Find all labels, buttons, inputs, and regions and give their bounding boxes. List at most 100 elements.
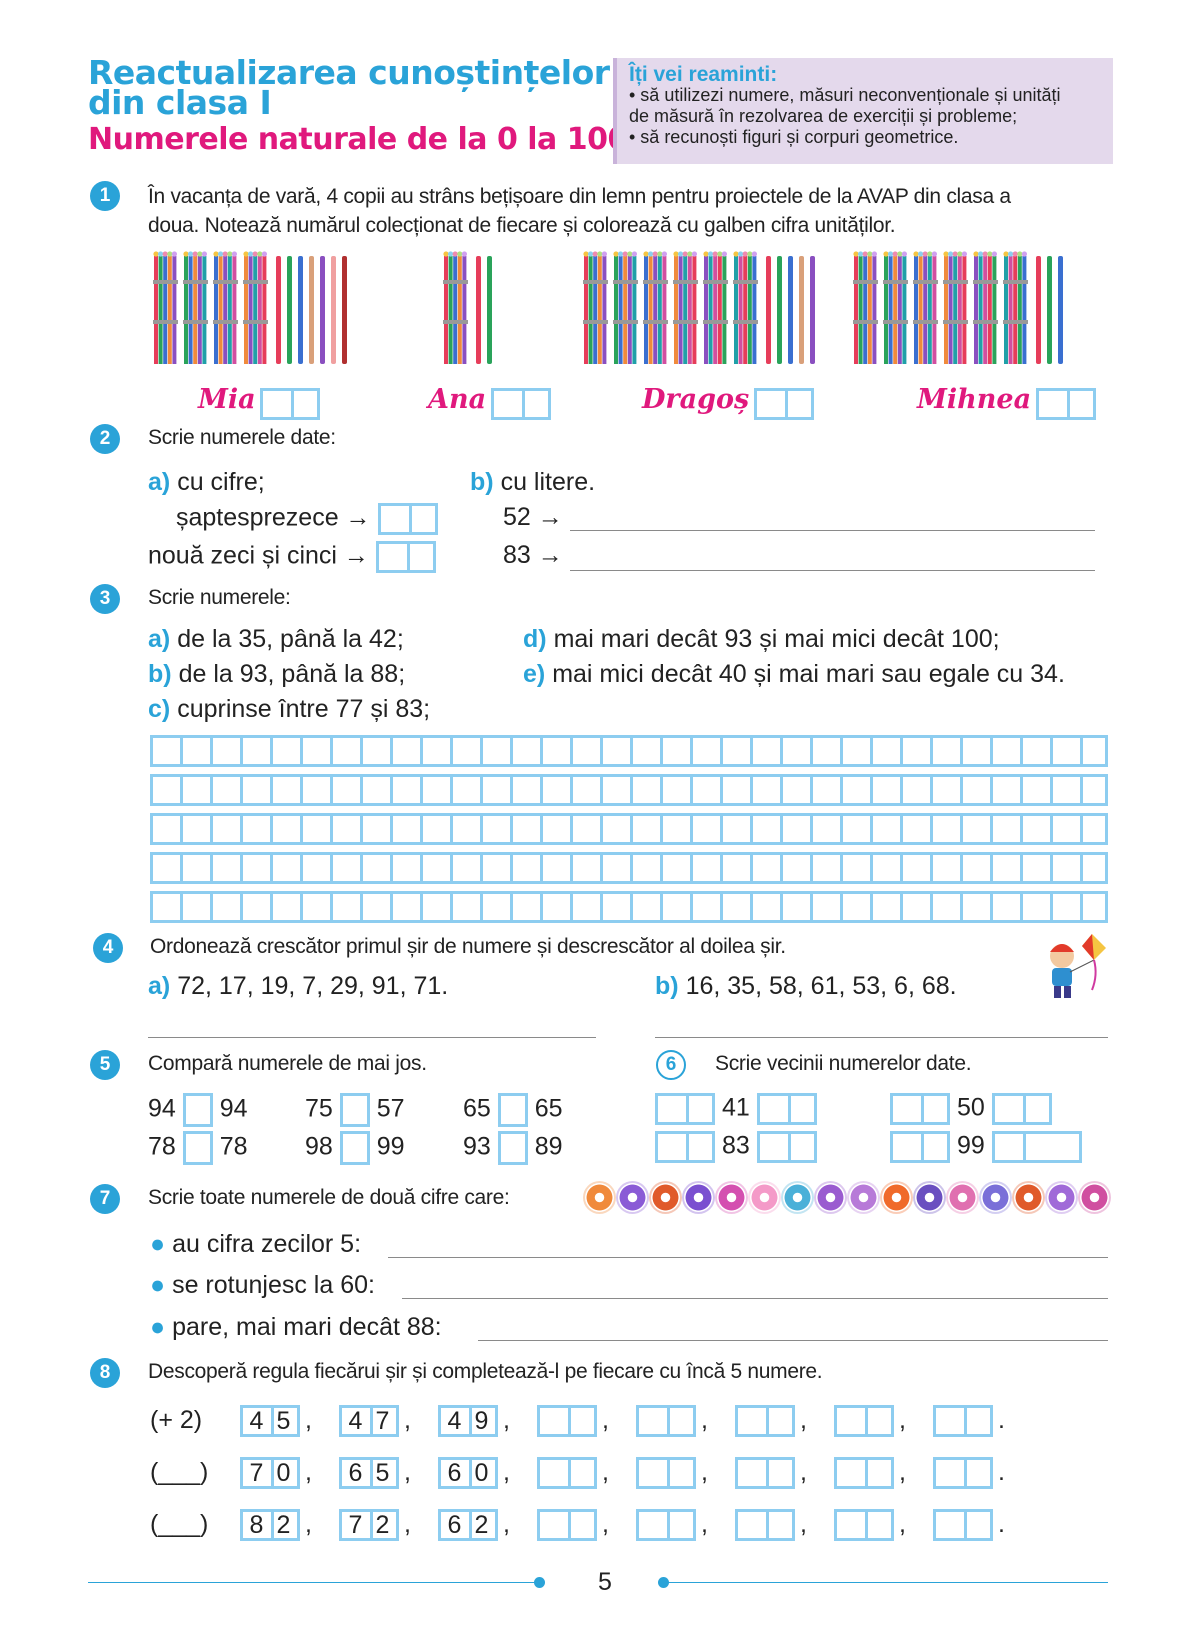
answer-box[interactable]: [655, 1093, 715, 1125]
answer-box[interactable]: [1035, 387, 1096, 420]
grid-row[interactable]: [150, 735, 1108, 767]
compare-box[interactable]: [339, 1093, 370, 1127]
answer-box[interactable]: [933, 1509, 993, 1541]
answer-line[interactable]: [478, 1340, 1108, 1341]
exercise-number: 6: [656, 1050, 686, 1080]
answer-box[interactable]: [735, 1405, 795, 1437]
writing-grid[interactable]: [150, 735, 1108, 930]
kid-name: Mihnea: [917, 384, 1032, 415]
subtitle: Numerele naturale de la 0 la 100: [88, 122, 628, 157]
exercise-7-text: Scrie toate numerele de două cifre care:: [148, 1186, 510, 1209]
answer-line[interactable]: [655, 1037, 1108, 1038]
ex2-b-item: 83 →: [503, 541, 563, 569]
ex3-d: d) mai mari decât 93 și mai mici decât 1…: [523, 625, 1000, 653]
grid-row[interactable]: [150, 852, 1108, 884]
answer-box[interactable]: [537, 1405, 597, 1437]
ex2-b-item: 52 →: [503, 503, 563, 531]
ex3-c: c) cuprinse între 77 și 83;: [148, 695, 431, 723]
compare-box[interactable]: [339, 1131, 370, 1165]
exercise-number: 8: [90, 1358, 120, 1388]
answer-mihnea: Mihnea: [917, 384, 1096, 420]
compare-box[interactable]: [182, 1093, 213, 1127]
flower-icon: [618, 1183, 647, 1212]
neighbors-item: 41: [655, 1093, 817, 1125]
stick-bundle: [213, 251, 238, 364]
single-stick: [331, 256, 336, 364]
grid-row[interactable]: [150, 891, 1108, 923]
answer-line[interactable]: [570, 530, 1095, 531]
neighbors-item: 99: [890, 1131, 1082, 1163]
exercise-number: 2: [90, 424, 120, 454]
answer-box[interactable]: [756, 1093, 817, 1125]
answer-box[interactable]: [636, 1457, 696, 1489]
stick-bundle: [613, 251, 638, 364]
answer-box[interactable]: [933, 1405, 993, 1437]
grid-row[interactable]: [150, 813, 1108, 845]
answer-box[interactable]: [375, 541, 436, 573]
answer-box[interactable]: [735, 1457, 795, 1489]
sticks-illustration: [153, 251, 1063, 364]
answer-box[interactable]: [834, 1509, 894, 1541]
ex4-a: a) 72, 17, 19, 7, 29, 91, 71.: [148, 972, 449, 1000]
single-stick: [799, 256, 804, 364]
footer-dot: [534, 1577, 545, 1588]
flower-icon: [717, 1183, 746, 1212]
learning-objectives-box: Îți vei reaminti: • să utilizezi numere,…: [613, 58, 1113, 164]
answer-box[interactable]: [834, 1457, 894, 1489]
kid-name: Mia: [198, 384, 256, 415]
sequence-row: (___) 7 0, 6 5, 6 0,,,,,.: [150, 1457, 1005, 1489]
ex2-a-item: șaptesprezece →: [176, 503, 438, 535]
grid-row[interactable]: [150, 774, 1108, 806]
answer-line[interactable]: [388, 1257, 1108, 1258]
answer-box[interactable]: [377, 503, 438, 535]
single-stick: [476, 256, 481, 364]
answer-box[interactable]: [890, 1093, 950, 1125]
answer-box[interactable]: [756, 1131, 817, 1163]
compare-pair: 98 99: [305, 1131, 405, 1165]
answer-box[interactable]: [753, 387, 814, 420]
stick-bundle: [643, 251, 668, 364]
answer-box[interactable]: [636, 1509, 696, 1541]
answer-line[interactable]: [148, 1037, 596, 1038]
compare-box[interactable]: [497, 1131, 528, 1165]
flower-icon: [585, 1183, 614, 1212]
answer-box[interactable]: [537, 1457, 597, 1489]
footer-rule-right: [668, 1582, 1108, 1583]
compare-pair: 93 89: [463, 1131, 563, 1165]
ex7-item: ● au cifra zecilor 5:: [150, 1230, 362, 1258]
stick-bundle: [943, 251, 968, 364]
answer-box[interactable]: [991, 1093, 1052, 1125]
exercise-6-text: Scrie vecinii numerelor date.: [715, 1052, 972, 1075]
exercise-number: 7: [90, 1184, 120, 1214]
compare-box[interactable]: [497, 1093, 528, 1127]
answer-box[interactable]: [655, 1131, 715, 1163]
stick-bundle: [1003, 251, 1028, 364]
ex2-a: a) cu cifre;: [148, 468, 265, 496]
answer-box[interactable]: [933, 1457, 993, 1489]
ex3-a: a) de la 35, până la 42;: [148, 625, 404, 653]
answer-box[interactable]: [537, 1509, 597, 1541]
stick-bundle: [913, 251, 938, 364]
compare-box[interactable]: [182, 1131, 213, 1165]
single-stick: [342, 256, 347, 364]
single-stick: [276, 256, 281, 364]
exercise-number: 3: [90, 584, 120, 614]
answer-box[interactable]: [834, 1405, 894, 1437]
answer-box[interactable]: [490, 387, 551, 420]
answer-box[interactable]: [735, 1509, 795, 1541]
objective-1: • să utilizezi numere, măsuri neconvenți…: [629, 85, 1061, 105]
answer-box[interactable]: [260, 387, 321, 420]
answer-line[interactable]: [402, 1298, 1108, 1299]
answer-box[interactable]: [636, 1405, 696, 1437]
ex2-b: b) cu litere.: [470, 468, 596, 496]
answer-line[interactable]: [570, 570, 1095, 571]
answer-box[interactable]: [890, 1131, 950, 1163]
flower-icon: [915, 1183, 944, 1212]
answer-dragos: Dragoș: [642, 384, 814, 420]
stick-bundle: [883, 251, 908, 364]
answer-box[interactable]: [991, 1131, 1082, 1163]
footer-dot: [658, 1577, 669, 1588]
